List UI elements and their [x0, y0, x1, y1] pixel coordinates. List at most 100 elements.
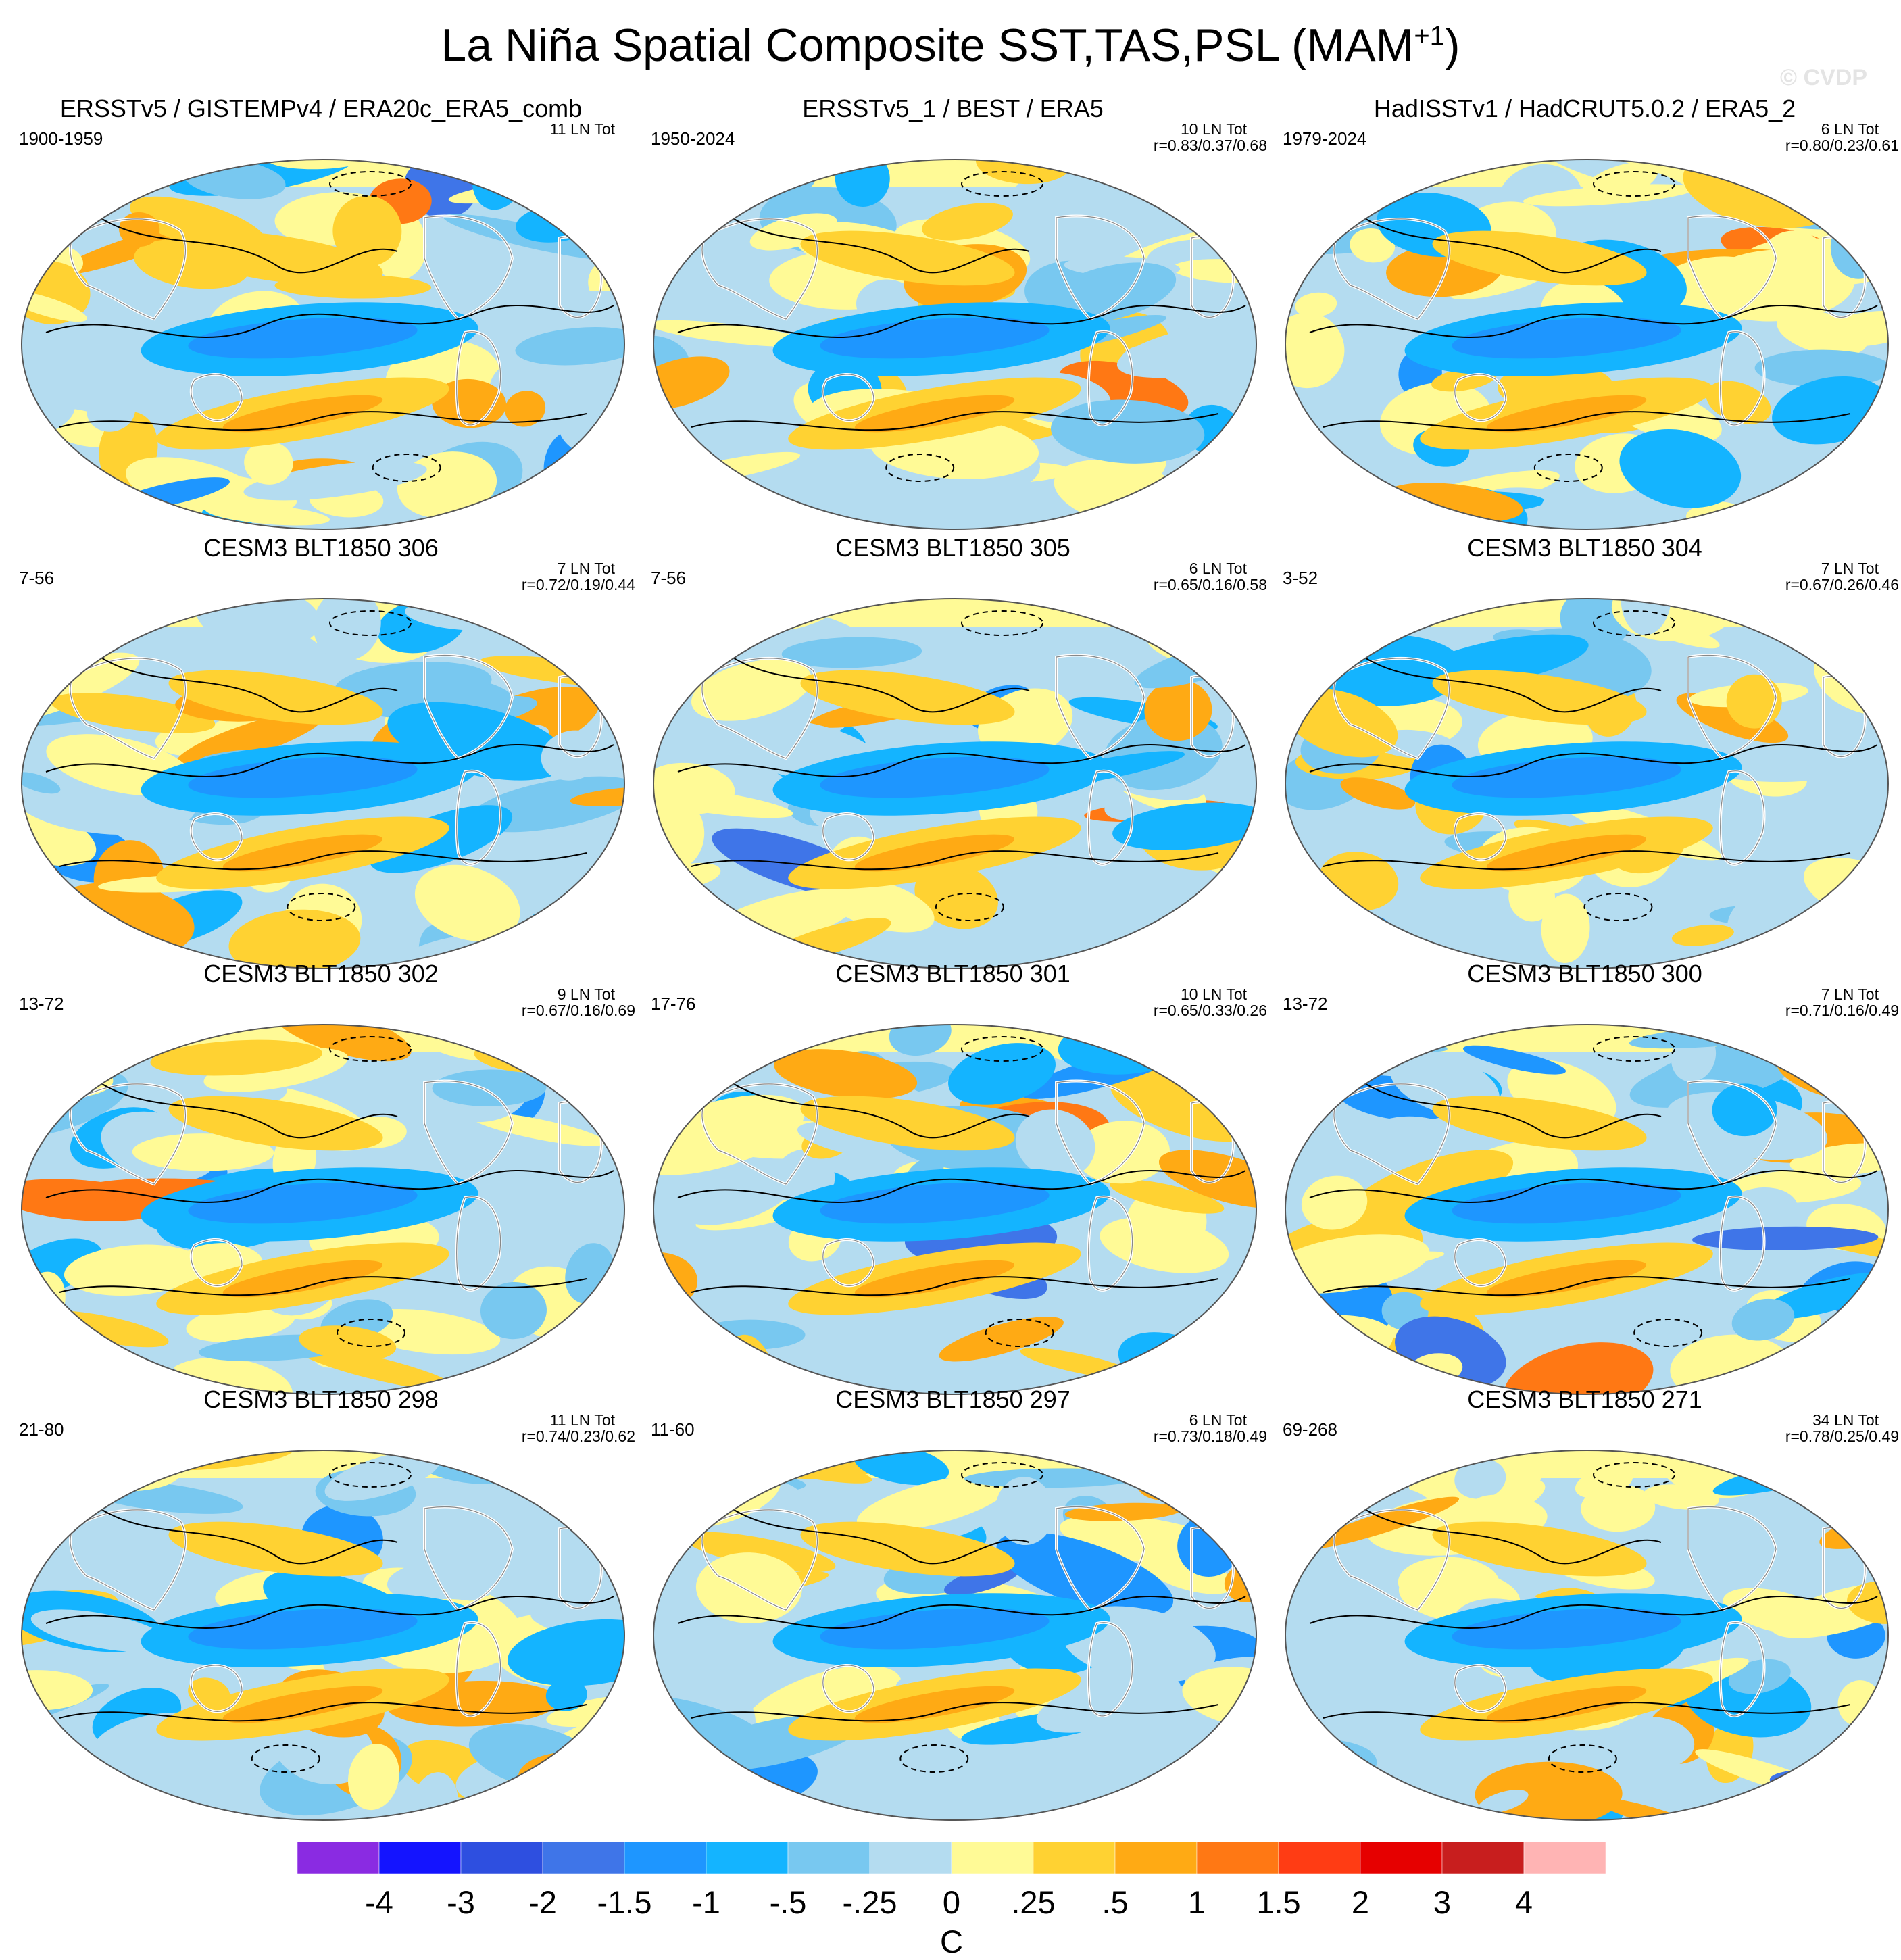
panel-title: CESM3 BLT1850 301 — [835, 960, 1070, 987]
cool-anomaly-patch — [1769, 1769, 1874, 1794]
colorbar-swatch — [706, 1841, 789, 1875]
panel-event-count: 10 LN Tot — [1180, 985, 1247, 1003]
equatorial-pacific-cold-core — [1452, 1182, 1681, 1224]
cool-anomaly-patch — [1454, 1459, 1506, 1499]
psl-contour-negative — [885, 454, 955, 482]
south-pacific-warm-core — [222, 1686, 383, 1723]
panel-pattern-correlation: r=0.67/0.26/0.46 — [1785, 576, 1899, 593]
arctic-anomaly-band — [1285, 1025, 1888, 1052]
arctic-anomaly-band — [22, 1450, 624, 1478]
warm-anomaly-patch — [856, 1475, 1010, 1532]
north-pacific-warm-band — [1432, 1096, 1647, 1151]
panel-title: HadISSTv1 / HadCRUT5.0.2 / ERA5_2 — [1373, 95, 1796, 122]
robinson-map — [653, 159, 1257, 530]
warm-anomaly-patch — [1285, 1047, 1343, 1095]
coastline-outline — [822, 1239, 874, 1286]
panel-event-count: 9 LN Tot — [557, 985, 615, 1003]
coastline-outline — [191, 374, 243, 421]
warm-anomaly-patch — [653, 356, 730, 410]
warm-anomaly-patch — [1802, 599, 1888, 635]
psl-contour-negative — [961, 610, 1043, 636]
cool-anomaly-patch — [30, 1609, 170, 1652]
warm-anomaly-patch — [299, 1325, 397, 1361]
panel-event-count: 34 LN Tot — [1812, 1411, 1879, 1429]
psl-contour-negative — [935, 893, 1004, 921]
panel-pattern-correlation: r=0.72/0.19/0.44 — [521, 576, 635, 593]
panel-years: 3-52 — [1283, 568, 1318, 588]
north-pacific-warm-band — [1432, 670, 1647, 725]
psl-contour-positive — [731, 1508, 1030, 1565]
psl-contour-positive — [677, 1596, 1246, 1630]
south-pacific-warm-core — [854, 395, 1015, 433]
colorbar-swatch — [297, 1841, 380, 1875]
panel-years: 7-56 — [651, 568, 687, 588]
cool-anomaly-patch — [1015, 1109, 1095, 1179]
panel-title: CESM3 BLT1850 304 — [1467, 534, 1702, 562]
panel-pattern-correlation: r=0.74/0.23/0.62 — [521, 1427, 635, 1445]
psl-contour-positive — [59, 1276, 587, 1296]
cool-anomaly-patch — [680, 1173, 791, 1225]
psl-contour-positive — [1309, 305, 1878, 339]
map-outline — [21, 598, 625, 969]
cool-anomaly-patch — [526, 291, 624, 324]
warm-anomaly-patch — [1720, 1805, 1810, 1820]
north-pacific-warm-band — [800, 1096, 1015, 1151]
cool-anomaly-patch — [1728, 1659, 1791, 1694]
panel-event-count: 11 LN Tot — [549, 120, 615, 138]
cool-anomaly-patch — [1731, 1298, 1795, 1341]
coastline-outline — [191, 813, 243, 860]
coastline-outline — [1454, 374, 1506, 421]
colorbar-swatch — [951, 1841, 1034, 1875]
warm-anomaly-patch — [228, 909, 361, 969]
cool-anomaly-patch — [1322, 1025, 1391, 1067]
south-pacific-warm-core — [222, 395, 383, 433]
warm-anomaly-patch — [1795, 1790, 1861, 1820]
warm-anomaly-patch — [1723, 1588, 1831, 1635]
coastline-outline — [191, 1239, 243, 1286]
robinson-map — [1285, 1024, 1889, 1395]
psl-contour-negative — [329, 1036, 412, 1062]
coastline-outline — [424, 1080, 513, 1185]
warm-anomaly-patch — [468, 1112, 606, 1146]
map-outline — [653, 1024, 1257, 1395]
psl-contour-positive — [677, 744, 1246, 778]
warm-anomaly-patch — [1285, 504, 1362, 529]
panel-years: 69-268 — [1283, 1419, 1337, 1440]
coastline-outline — [1720, 770, 1765, 865]
panel-title: CESM3 BLT1850 302 — [203, 960, 439, 987]
colorbar-swatch — [787, 1841, 870, 1875]
warm-anomaly-patch — [1075, 1121, 1170, 1184]
panel-title: CESM3 BLT1850 300 — [1467, 960, 1702, 987]
psl-contour-positive — [691, 1702, 1219, 1722]
panel-years: 11-60 — [651, 1419, 695, 1440]
psl-contour-positive — [677, 305, 1246, 339]
cool-anomaly-patch — [22, 772, 61, 794]
panel-pattern-correlation: r=0.67/0.16/0.69 — [521, 1002, 635, 1019]
coastline-outline — [424, 654, 513, 759]
warm-anomaly-patch — [1726, 674, 1782, 729]
psl-contour-positive — [45, 305, 614, 339]
colorbar-swatch — [1114, 1841, 1198, 1875]
south-pacific-warm-core — [222, 1260, 383, 1298]
equatorial-pacific-cold-core — [188, 1182, 418, 1224]
panel-pattern-correlation: r=0.80/0.23/0.61 — [1785, 137, 1899, 154]
coastline-outline — [1088, 1196, 1133, 1291]
psl-contour-positive — [59, 411, 587, 431]
warm-anomaly-patch — [653, 784, 793, 818]
warm-anomaly-patch — [1306, 1496, 1460, 1549]
psl-contour-negative — [1593, 171, 1675, 197]
cool-anomaly-patch — [781, 637, 922, 668]
cool-anomaly-patch — [62, 1791, 118, 1820]
warm-anomaly-patch — [1475, 1761, 1623, 1820]
coastline-outline — [1333, 1509, 1450, 1611]
warm-anomaly-patch — [1847, 1581, 1888, 1624]
south-pacific-warm-core — [222, 834, 383, 872]
coastline-outline — [1056, 654, 1145, 759]
coastline-outline — [822, 813, 874, 860]
south-pacific-warm-core — [1486, 834, 1647, 872]
cool-anomaly-patch — [653, 619, 706, 656]
warm-anomaly-patch — [1218, 1717, 1256, 1774]
colorbar-tick-label: 3 — [1433, 1884, 1451, 1920]
colorbar-tick-label: 2 — [1352, 1884, 1369, 1920]
cool-anomaly-patch — [324, 1450, 441, 1501]
